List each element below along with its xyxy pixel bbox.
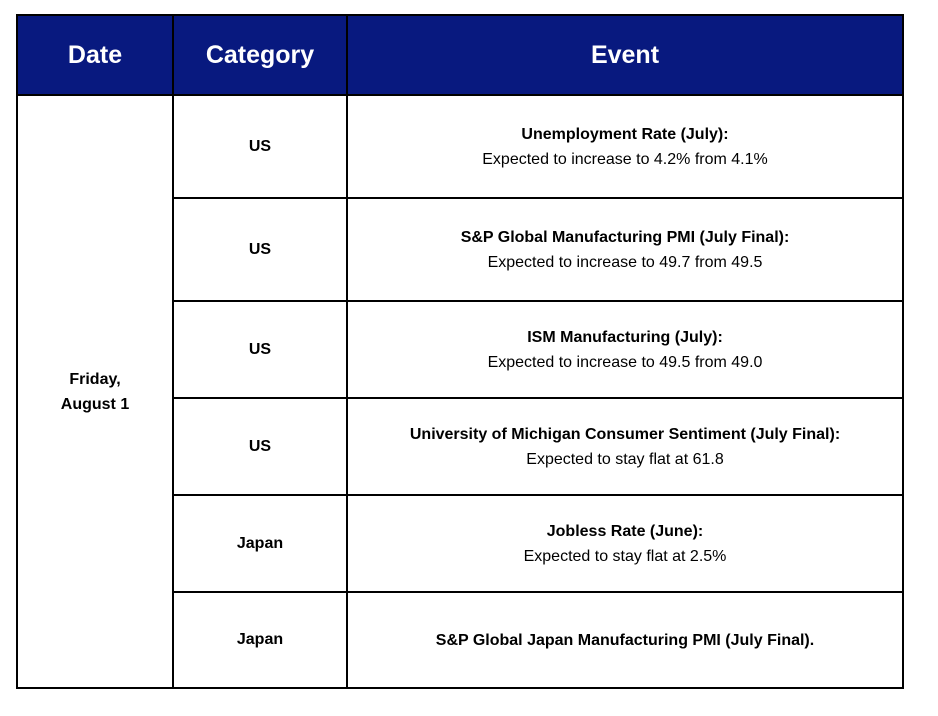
category-cell: US	[172, 300, 348, 399]
date-line-2: August 1	[60, 395, 130, 413]
event-detail: Expected to increase to 4.2% from 4.1%	[482, 150, 768, 168]
event-cell: S&P Global Manufacturing PMI (July Final…	[346, 197, 904, 302]
event-title: ISM Manufacturing (July):	[527, 328, 723, 346]
event-detail: Expected to stay flat at 61.8	[526, 450, 724, 468]
category-cell: Japan	[172, 494, 348, 593]
event-cell: Unemployment Rate (July): Expected to in…	[346, 94, 904, 199]
table-row: Friday, August 1 US Unemployment Rate (J…	[16, 94, 904, 689]
event-detail: Expected to increase to 49.5 from 49.0	[487, 353, 763, 371]
event-title: S&P Global Manufacturing PMI (July Final…	[460, 228, 790, 246]
category-cell: US	[172, 397, 348, 496]
table-row: US S&P Global Manufacturing PMI (July Fi…	[17, 197, 904, 302]
event-title: Unemployment Rate (July):	[521, 125, 729, 143]
header-event: Event	[346, 14, 904, 96]
event-cell: University of Michigan Consumer Sentimen…	[346, 397, 904, 496]
date-line-1: Friday,	[69, 370, 121, 388]
table-row: US University of Michigan Consumer Senti…	[17, 397, 904, 496]
category-cell: US	[172, 197, 348, 302]
category-cell: US	[172, 94, 348, 199]
event-detail: Expected to stay flat at 2.5%	[523, 547, 727, 565]
event-cell: S&P Global Japan Manufacturing PMI (July…	[346, 591, 904, 689]
event-title: University of Michigan Consumer Sentimen…	[409, 425, 841, 443]
table-row: US ISM Manufacturing (July): Expected to…	[17, 300, 904, 399]
event-cell: Jobless Rate (June): Expected to stay fl…	[346, 494, 904, 593]
event-title: Jobless Rate (June):	[546, 522, 704, 540]
header-row: Date Category Event	[16, 14, 904, 96]
table-row: Japan Jobless Rate (June): Expected to s…	[17, 494, 904, 593]
event-detail: Expected to increase to 49.7 from 49.5	[487, 253, 763, 271]
economic-calendar-table: Date Category Event Friday, August 1 US …	[16, 14, 904, 689]
event-title: S&P Global Japan Manufacturing PMI (July…	[435, 631, 815, 649]
header-date: Date	[16, 14, 174, 96]
date-cell: Friday, August 1	[16, 94, 174, 689]
event-cell: ISM Manufacturing (July): Expected to in…	[346, 300, 904, 399]
header-category: Category	[172, 14, 348, 96]
table-row: Japan S&P Global Japan Manufacturing PMI…	[17, 591, 904, 689]
category-cell: Japan	[172, 591, 348, 689]
